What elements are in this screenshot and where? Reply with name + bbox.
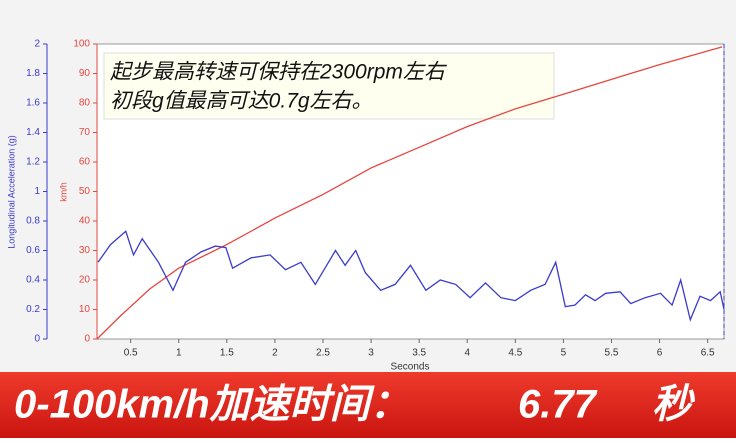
banner-label: 0-100km/h加速时间： [14,383,410,427]
y-tick-label: 90 [79,68,91,79]
x-tick-label: 2.5 [316,348,330,359]
x-tick-label: 6.5 [701,348,715,359]
y2-axis-label: Longitudinal Acceleration (g) [6,135,16,249]
y-tick-label: 10 [79,304,91,315]
annotation: 初段g值最高可达0.7g左右。 [110,90,373,113]
banner [0,372,736,438]
y-tick-label: 0 [84,334,90,345]
y-tick-label: 60 [79,157,91,168]
annotation-box [103,52,555,120]
x-tick-label: 1.5 [220,348,234,359]
x-tick-label: 3 [368,348,374,359]
x-tick-label: 0.5 [124,348,138,359]
x-axis-label: Seconds [391,362,430,373]
y-tick-label: 40 [79,216,91,227]
y2-tick-label: 0.4 [26,275,40,286]
y-tick-label: 70 [79,127,91,138]
y-tick-label: 50 [79,186,91,197]
x-tick-label: 4.5 [508,348,522,359]
y-axis-label: km/h [58,182,68,202]
y2-tick-label: 0.2 [26,304,40,315]
y-tick-label: 100 [73,39,90,50]
x-tick-label: 1 [176,348,182,359]
x-tick-label: 3.5 [412,348,426,359]
x-tick-label: 4 [464,348,470,359]
x-tick-label: 6 [657,348,663,359]
y-tick-label: 20 [79,275,91,286]
y-tick-label: 80 [79,98,91,109]
y2-tick-label: 2 [34,39,40,50]
y2-tick-label: 1.6 [26,98,40,109]
y2-tick-label: 1 [34,186,40,197]
series-line [96,46,723,340]
y-tick-label: 30 [79,245,91,256]
x-tick-label: 2 [272,348,278,359]
annotation: 起步最高转速可保持在2300rpm左右 [110,61,448,84]
y2-tick-label: 0.6 [26,245,40,256]
x-tick-label: 5 [561,348,567,359]
banner-value: 6.77 [518,383,598,427]
series-line [97,230,725,322]
banner-unit: 秒 [652,383,695,427]
y2-tick-label: 1.4 [26,127,40,138]
y2-tick-label: 1.2 [26,157,40,168]
x-tick-label: 5.5 [605,348,619,359]
y2-tick-label: 1.8 [26,68,40,79]
y2-tick-label: 0.8 [26,216,40,227]
y2-tick-label: 0 [34,334,40,345]
